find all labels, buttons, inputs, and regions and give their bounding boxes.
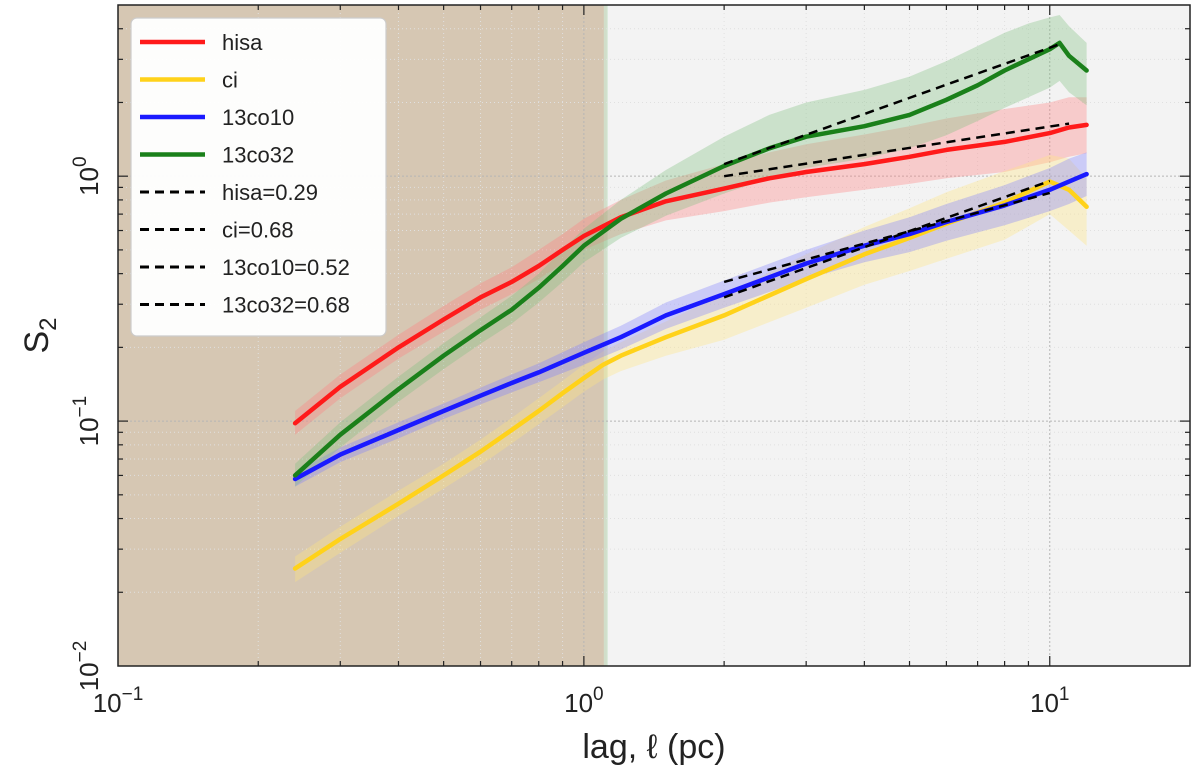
- legend-label-ci: ci=0.68: [222, 218, 294, 243]
- y-axis-title: S2: [18, 317, 62, 353]
- legend-label-13co10: 13co10=0.52: [222, 255, 350, 280]
- legend-label-13co32: 13co32=0.68: [222, 293, 350, 318]
- band-hisa: [295, 97, 1087, 435]
- legend-label-ci: ci: [222, 68, 238, 93]
- fit-line-hisa: [723, 122, 1070, 178]
- legend-label-hisa: hisa=0.29: [222, 180, 318, 205]
- fit-line-13co10: [723, 191, 1051, 284]
- legend-label-13co10: 13co10: [222, 105, 294, 130]
- y-tick-label: 10−1: [70, 396, 104, 447]
- x-tick-label: 100: [564, 684, 604, 718]
- x-tick-label: 101: [1030, 684, 1070, 718]
- band-ci: [295, 155, 1087, 583]
- series-line-hisa: [292, 122, 1089, 426]
- plot-content: [292, 15, 1089, 583]
- legend-box: [130, 17, 387, 337]
- x-axis-title: lag, ℓ (pc): [582, 728, 725, 766]
- legend-label-hisa: hisa: [222, 30, 263, 55]
- x-tick-label: 10−1: [93, 684, 144, 718]
- ticks: [118, 5, 1190, 666]
- fit-line-ci: [723, 179, 1051, 299]
- plot-frame: [117, 4, 1191, 667]
- y-tick-label: 100: [70, 156, 104, 196]
- band-13co32: [295, 15, 1087, 487]
- legend: hisa ci 13co10 13co32 hisa=0.29 ci=0.68 13co10…: [130, 17, 387, 337]
- grid: [118, 5, 1190, 666]
- shaded-region-edge: [603, 5, 608, 666]
- y-tick-label: 10−2: [70, 641, 104, 692]
- legend-label-13co32: 13co32: [222, 143, 294, 168]
